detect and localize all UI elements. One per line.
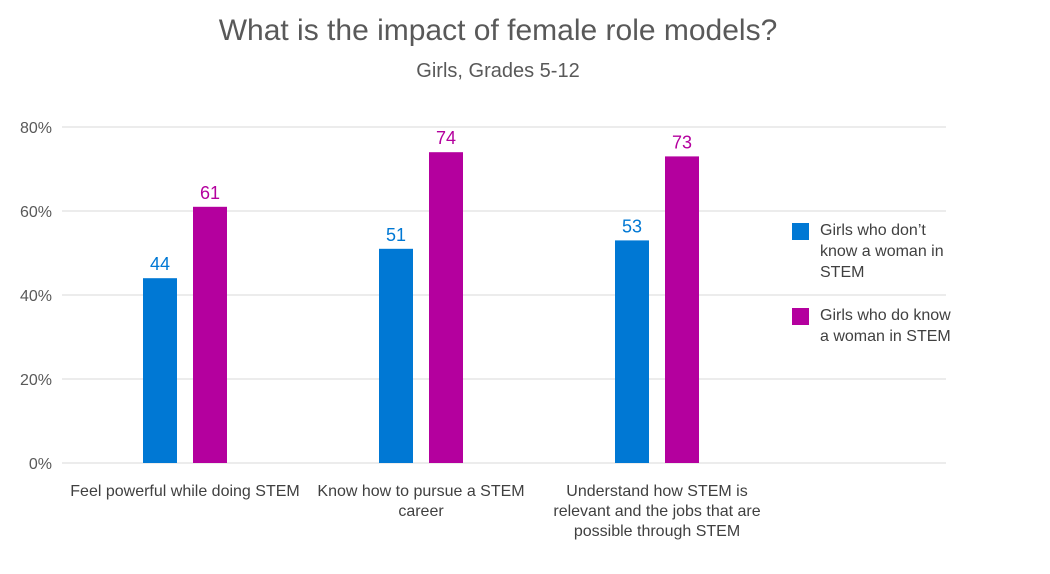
y-tick-label-0: 0% [29, 456, 52, 473]
data-label-series0-cat0: 44 [150, 254, 170, 274]
y-tick-label-20: 20% [20, 372, 52, 389]
legend-swatch-blue [792, 223, 809, 240]
legend-label-role-model: Girls who do know a woman in STEM [820, 307, 951, 345]
bar-series0-cat1 [379, 248, 413, 463]
data-label-series0-cat2: 53 [622, 216, 642, 236]
legend-label-no-role-model: Girls who don’t know a woman in STEM [820, 222, 944, 281]
data-label-series0-cat1: 51 [386, 225, 406, 245]
category-label-relevance: Understand how STEM is relevant and the … [553, 483, 761, 540]
data-labels: 44 51 53 61 74 73 [150, 128, 692, 274]
chart-title: What is the impact of female role models… [218, 14, 778, 47]
legend: Girls who don’t know a woman in STEM Gir… [792, 220, 962, 369]
chart-subtitle: Girls, Grades 5-12 [416, 60, 580, 82]
y-axis-ticks: 0% 20% 40% 60% 80% [20, 120, 52, 473]
y-tick-label-40: 40% [20, 288, 52, 305]
data-label-series1-cat1: 74 [436, 128, 456, 148]
bar-series1-cat0 [193, 206, 227, 464]
data-label-series1-cat0: 61 [200, 183, 220, 203]
legend-swatch-magenta [792, 308, 809, 325]
y-tick-label-60: 60% [20, 204, 52, 221]
bar-series0-cat0 [143, 278, 177, 463]
category-label-career: Know how to pursue a STEM career [317, 483, 525, 520]
data-label-series1-cat2: 73 [672, 132, 692, 152]
bar-series1-cat2 [665, 156, 699, 463]
y-tick-label-80: 80% [20, 120, 52, 137]
legend-item-no-role-model: Girls who don’t know a woman in STEM [792, 220, 962, 283]
legend-item-role-model: Girls who do know a woman in STEM [792, 305, 962, 347]
bars [143, 152, 699, 464]
bar-series1-cat1 [429, 152, 463, 463]
category-label-powerful: Feel powerful while doing STEM [70, 483, 300, 500]
bar-series0-cat2 [615, 240, 649, 463]
